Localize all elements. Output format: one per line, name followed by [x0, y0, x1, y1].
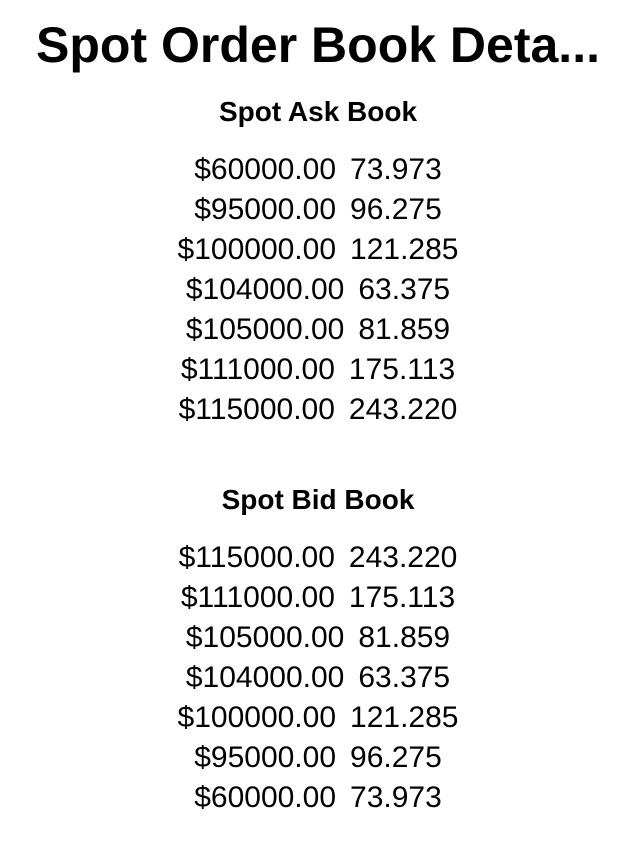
bid-quantity: 121.285 [350, 701, 459, 734]
bid-book-heading: Spot Bid Book [221, 484, 415, 515]
ask-price: $104000.00 [185, 273, 345, 306]
bid-price: $104000.00 [185, 661, 345, 694]
bid-price: $95000.00 [194, 741, 337, 774]
bid-price: $111000.00 [180, 581, 335, 614]
ask-quantity: 96.275 [350, 193, 442, 226]
ask-book-row: $100000.00 121.285 [0, 230, 636, 270]
bid-quantity: 63.375 [358, 661, 451, 694]
bid-quantity: 175.113 [348, 581, 456, 614]
bid-quantity: 243.220 [348, 541, 458, 574]
bid-book-row: $111000.00 175.113 [0, 578, 636, 618]
bid-quantity: 73.973 [350, 781, 442, 814]
bid-book-row: $60000.00 73.973 [0, 778, 636, 818]
ask-quantity: 243.220 [348, 393, 458, 426]
ask-price: $60000.00 [194, 153, 337, 186]
ask-price: $111000.00 [180, 353, 335, 386]
ask-book-row: $60000.00 73.973 [0, 150, 636, 190]
bid-book-list: $115000.00 243.220 $111000.00 175.113 $105… [0, 538, 636, 818]
ask-price: $95000.00 [194, 193, 337, 226]
ask-book-row: $111000.00 175.113 [0, 350, 636, 390]
ask-quantity: 63.375 [358, 273, 451, 306]
bid-quantity: 81.859 [358, 621, 451, 654]
bid-book-row: $104000.00 63.375 [0, 658, 636, 698]
ask-book-heading: Spot Ask Book [218, 96, 418, 127]
ask-quantity: 81.859 [358, 313, 451, 346]
bid-price: $105000.00 [185, 621, 345, 654]
ask-book-row: $104000.00 63.375 [0, 270, 636, 310]
ask-price: $100000.00 [177, 233, 337, 266]
ask-book-row: $115000.00 243.220 [0, 390, 636, 430]
ask-quantity: 121.285 [350, 233, 459, 266]
bid-book-row: $115000.00 243.220 [0, 538, 636, 578]
bid-quantity: 96.275 [350, 741, 442, 774]
ask-price: $115000.00 [178, 393, 335, 426]
bid-book-row: $95000.00 96.275 [0, 738, 636, 778]
ask-book-row: $95000.00 96.275 [0, 190, 636, 230]
ask-book-row: $105000.00 81.859 [0, 310, 636, 350]
ask-quantity: 175.113 [348, 353, 456, 386]
ask-quantity: 73.973 [350, 153, 442, 186]
bid-book-row: $100000.00 121.285 [0, 698, 636, 738]
ask-book-list: $60000.00 73.973 $95000.00 96.275 $100000.… [0, 150, 636, 430]
bid-price: $115000.00 [178, 541, 335, 574]
bid-book-row: $105000.00 81.859 [0, 618, 636, 658]
ask-price: $105000.00 [185, 313, 345, 346]
bid-price: $60000.00 [194, 781, 337, 814]
bid-price: $100000.00 [177, 701, 337, 734]
page-title: Spot Order Book Deta... [36, 17, 600, 73]
